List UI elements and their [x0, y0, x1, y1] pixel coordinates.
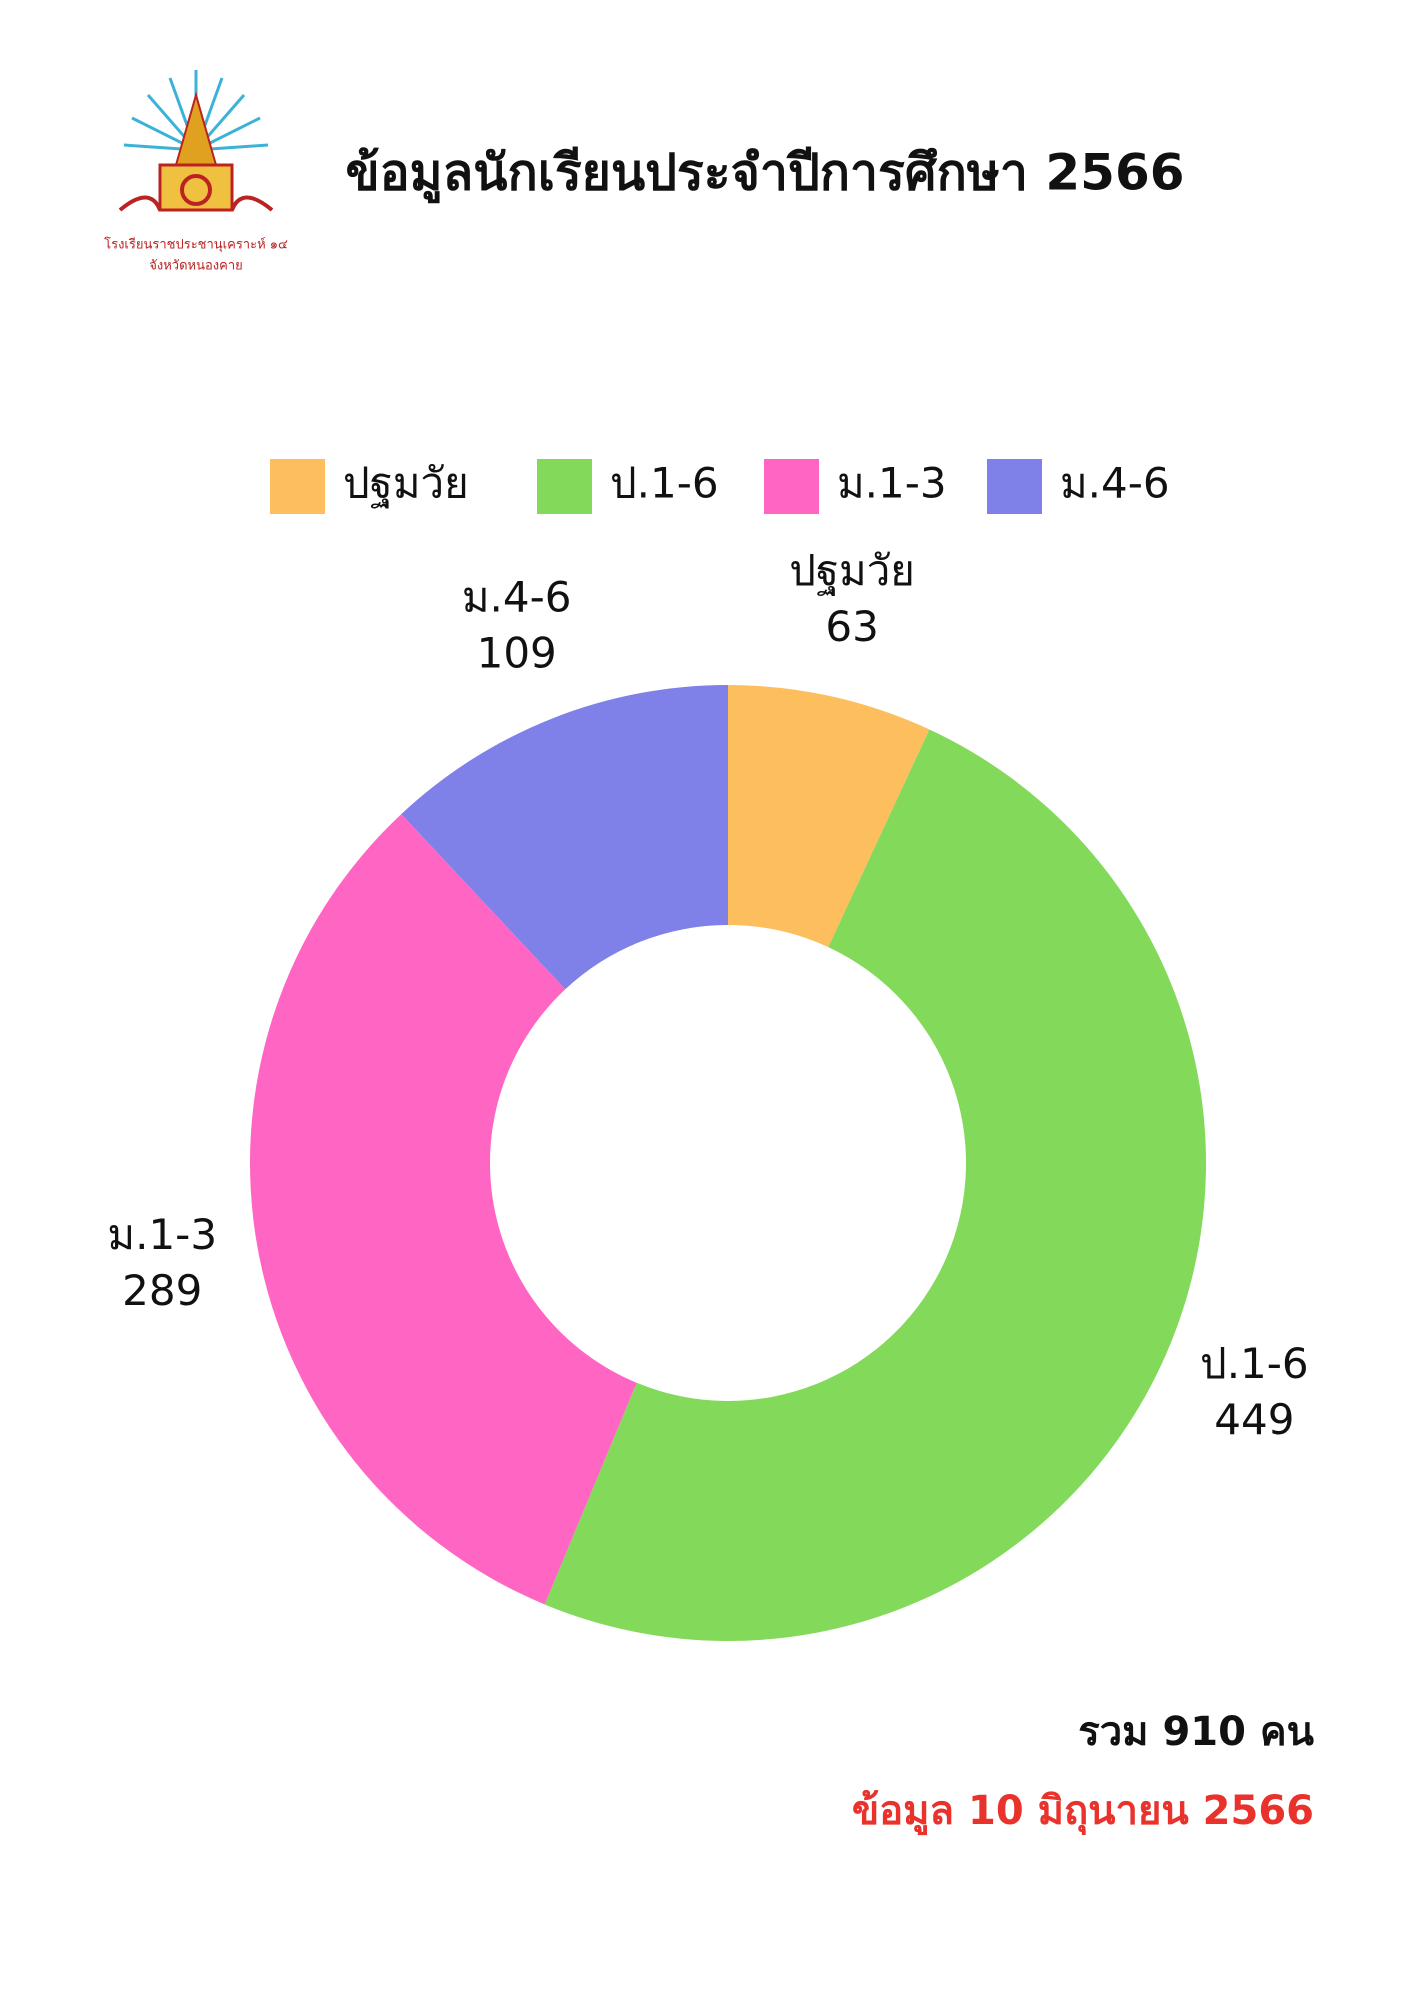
slice-value: 63 [825, 602, 878, 651]
legend-label: ป.1-6 [610, 459, 719, 508]
legend-swatch [764, 459, 819, 514]
legend-swatch [537, 459, 592, 514]
slice-category: ปฐมวัย [789, 546, 915, 596]
slice-value: 449 [1214, 1395, 1294, 1444]
total: รวม 910 คน [1078, 1709, 1314, 1755]
slice-category: ป.1-6 [1200, 1339, 1309, 1388]
donut-slice [728, 685, 930, 948]
legend-label: ม.4-6 [1060, 459, 1170, 508]
logo-text: โรงเรียนราชประชานุเคราะห์ ๑๔ [104, 237, 288, 253]
slice-value: 289 [122, 1266, 202, 1315]
date: ข้อมูล 10 มิถุนายน 2566 [852, 1788, 1314, 1836]
legend-label: ปฐมวัย [343, 459, 469, 509]
logo-text: จังหวัดหนองคาย [149, 259, 243, 274]
donut-slice [544, 729, 1207, 1642]
legend-swatch [987, 459, 1042, 514]
slice-category: ม.4-6 [462, 573, 572, 622]
slice-category: ม.1-3 [107, 1210, 217, 1259]
legend-swatch [270, 459, 325, 514]
slice-value: 109 [477, 629, 557, 678]
donut-slice [249, 814, 637, 1605]
legend-label: ม.1-3 [837, 459, 947, 508]
logo: โรงเรียนราชประชานุเคราะห์ ๑๔ จังหวัดหนอง… [104, 70, 288, 274]
donut-slice [401, 685, 728, 990]
chart-title: ข้อมูลนักเรียนประจำปีการศึกษา 2566 [345, 144, 1184, 204]
